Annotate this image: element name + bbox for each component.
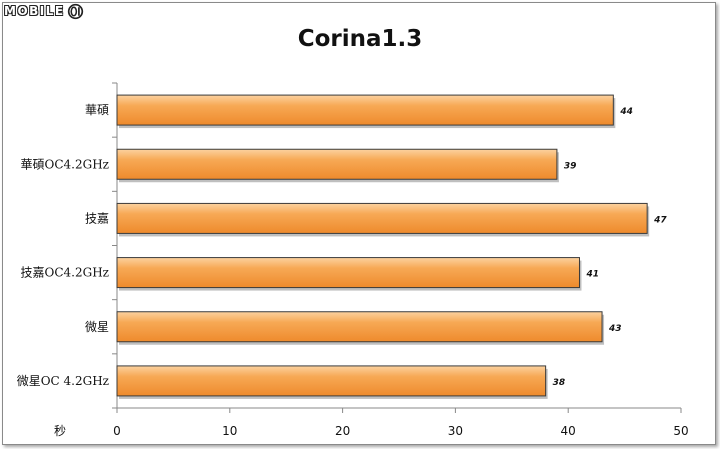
mobile01-logo-icon — [67, 3, 83, 19]
data-label: 47 — [653, 215, 667, 225]
bar — [116, 257, 580, 289]
data-label: 44 — [619, 107, 633, 117]
category-label: 華碩 — [85, 103, 109, 117]
bar — [116, 94, 614, 126]
category-label: 技嘉OC4.2GHz — [21, 266, 109, 280]
data-label: 43 — [608, 324, 622, 334]
category-label: 技嘉 — [85, 211, 109, 225]
x-tick-label: 50 — [673, 424, 688, 438]
x-tick-label: 10 — [222, 424, 237, 438]
x-tick-label: 30 — [448, 424, 463, 438]
site-logo: MOBILE — [4, 2, 84, 20]
x-tick-label: 40 — [561, 424, 576, 438]
data-label: 39 — [564, 161, 577, 171]
bar — [116, 148, 558, 180]
plot-area: 0 10 20 30 40 50 秒 華碩 44 華碩OC4.2GHz 39 技嘉 47 技嘉OC4.2G… — [17, 82, 689, 438]
x-tick-label: 0 — [113, 424, 121, 438]
x-tick-label: 20 — [335, 424, 350, 438]
bar — [116, 202, 648, 234]
category-label: 微星OC 4.2GHz — [17, 374, 109, 388]
data-label: 38 — [553, 378, 566, 388]
category-label: 華碩OC4.2GHz — [21, 157, 109, 171]
logo-text: MOBILE — [4, 4, 65, 18]
x-axis-label: 秒 — [54, 424, 66, 438]
category-label: 微星 — [85, 320, 109, 334]
chart-title: Corina1.3 — [297, 26, 423, 52]
bar — [116, 311, 603, 343]
data-label: 41 — [585, 270, 599, 280]
bar — [116, 365, 547, 397]
